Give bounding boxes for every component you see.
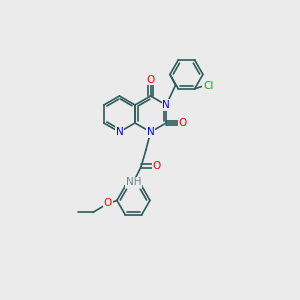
Text: O: O [146,75,155,85]
Text: O: O [178,118,187,128]
Text: Cl: Cl [203,81,213,91]
Text: N: N [162,100,170,110]
Text: O: O [152,161,161,171]
Text: N: N [116,127,123,137]
Text: O: O [104,198,112,208]
Text: N: N [147,127,154,137]
Text: NH: NH [126,177,141,188]
